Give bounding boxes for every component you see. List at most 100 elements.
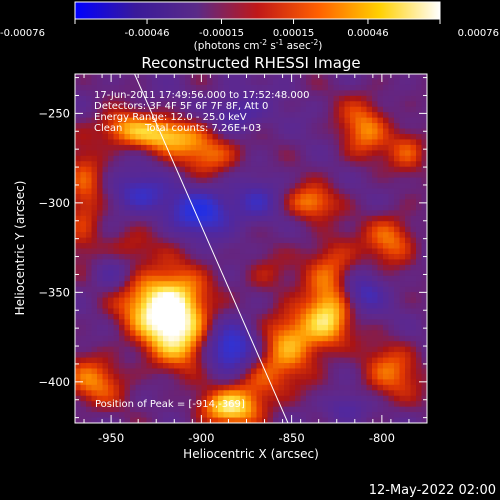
heatmap-pixel: [350, 373, 357, 380]
heatmap-pixel: [284, 84, 291, 91]
heatmap-pixel: [119, 106, 126, 113]
heatmap-pixel: [410, 352, 417, 359]
heatmap-pixel: [394, 199, 401, 206]
heatmap-pixel: [399, 177, 406, 184]
heatmap-pixel: [168, 412, 175, 419]
heatmap-pixel: [256, 166, 263, 173]
heatmap-pixel: [251, 341, 258, 348]
heatmap-pixel: [273, 259, 280, 266]
heatmap-pixel: [328, 259, 335, 266]
heatmap-pixel: [141, 373, 148, 380]
heatmap-pixel: [273, 237, 280, 244]
heatmap-pixel: [366, 373, 373, 380]
heatmap-pixel: [372, 183, 379, 190]
heatmap-pixel: [278, 215, 285, 222]
heatmap-pixel: [212, 297, 219, 304]
heatmap-pixel: [207, 123, 214, 130]
heatmap-pixel: [289, 221, 296, 228]
heatmap-pixel: [394, 144, 401, 151]
heatmap-pixel: [190, 368, 197, 375]
heatmap-pixel: [119, 319, 126, 326]
heatmap-pixel: [223, 221, 230, 228]
heatmap-pixel: [168, 101, 175, 108]
colorbar-ticks: -0.00076 -0.00046 -0.00015 0.00015 0.00046 0.…: [0, 19, 499, 39]
heatmap-pixel: [284, 204, 291, 211]
heatmap-pixel: [388, 341, 395, 348]
heatmap-pixel: [267, 79, 274, 86]
heatmap-pixel: [355, 275, 362, 282]
heatmap-pixel: [234, 177, 241, 184]
heatmap-pixel: [256, 363, 263, 370]
heatmap-pixel: [119, 308, 126, 315]
heatmap-pixel: [366, 183, 373, 190]
heatmap-pixel: [421, 183, 427, 190]
heatmap-pixel: [124, 292, 131, 299]
heatmap-pixel: [245, 368, 252, 375]
heatmap-pixel: [135, 123, 142, 130]
heatmap-pixel: [97, 324, 104, 331]
heatmap-pixel: [218, 90, 225, 97]
heatmap-pixel: [113, 106, 120, 113]
heatmap-pixel: [322, 188, 329, 195]
heatmap-pixel: [152, 95, 159, 102]
heatmap-pixel: [240, 117, 247, 124]
heatmap-pixel: [108, 281, 115, 288]
heatmap-pixel: [229, 253, 236, 261]
heatmap-pixel: [80, 363, 87, 370]
heatmap-pixel: [135, 183, 142, 190]
heatmap-pixel: [141, 357, 148, 364]
heatmap-pixel: [410, 123, 417, 130]
heatmap-pixel: [394, 210, 401, 217]
heatmap-pixel: [251, 384, 258, 391]
heatmap-pixel: [174, 341, 181, 348]
heatmap-pixel: [234, 395, 241, 402]
heatmap-pixel: [372, 226, 379, 233]
heatmap-pixel: [273, 161, 280, 168]
heatmap-pixel: [91, 352, 98, 359]
heatmap-pixel: [135, 90, 142, 97]
heatmap-pixel: [262, 210, 269, 217]
heatmap-pixel: [75, 112, 82, 119]
heatmap-pixel: [333, 406, 340, 413]
heatmap-pixel: [295, 352, 302, 359]
heatmap-pixel: [80, 357, 87, 364]
heatmap-pixel: [168, 166, 175, 173]
heatmap-pixel: [328, 395, 335, 402]
heatmap-pixel: [366, 324, 373, 331]
heatmap-pixel: [201, 319, 208, 326]
heatmap-pixel: [212, 133, 219, 141]
heatmap-pixel: [240, 79, 247, 86]
heatmap-pixel: [410, 232, 417, 239]
heatmap-pixel: [212, 215, 219, 222]
heatmap-pixel: [410, 253, 417, 261]
heatmap-pixel: [328, 188, 335, 195]
heatmap-pixel: [410, 188, 417, 195]
heatmap-pixel: [157, 292, 164, 299]
heatmap-pixel: [113, 139, 120, 146]
heatmap-pixel: [350, 253, 357, 261]
heatmap-pixel: [344, 199, 351, 206]
heatmap-pixel: [322, 128, 329, 135]
heatmap-pixel: [97, 188, 104, 195]
heatmap-pixel: [284, 95, 291, 102]
heatmap-pixel: [322, 221, 329, 228]
heatmap-pixel: [124, 417, 131, 423]
heatmap-pixel: [311, 264, 318, 271]
heatmap-pixel: [251, 123, 258, 130]
heatmap-pixel: [405, 95, 412, 102]
heatmap-pixel: [163, 112, 170, 119]
heatmap-pixel: [146, 166, 153, 173]
heatmap-pixel: [119, 232, 126, 239]
heatmap-pixel: [405, 292, 412, 299]
heatmap-pixel: [410, 177, 417, 184]
heatmap-pixel: [108, 324, 115, 331]
heatmap-pixel: [130, 155, 137, 162]
heatmap-pixel: [333, 193, 340, 201]
heatmap-pixel: [102, 297, 109, 304]
heatmap-pixel: [113, 384, 120, 391]
heatmap-pixel: [75, 79, 82, 86]
heatmap-pixel: [284, 319, 291, 326]
heatmap-pixel: [421, 352, 427, 359]
heatmap-pixel: [207, 161, 214, 168]
heatmap-pixel: [163, 384, 170, 391]
